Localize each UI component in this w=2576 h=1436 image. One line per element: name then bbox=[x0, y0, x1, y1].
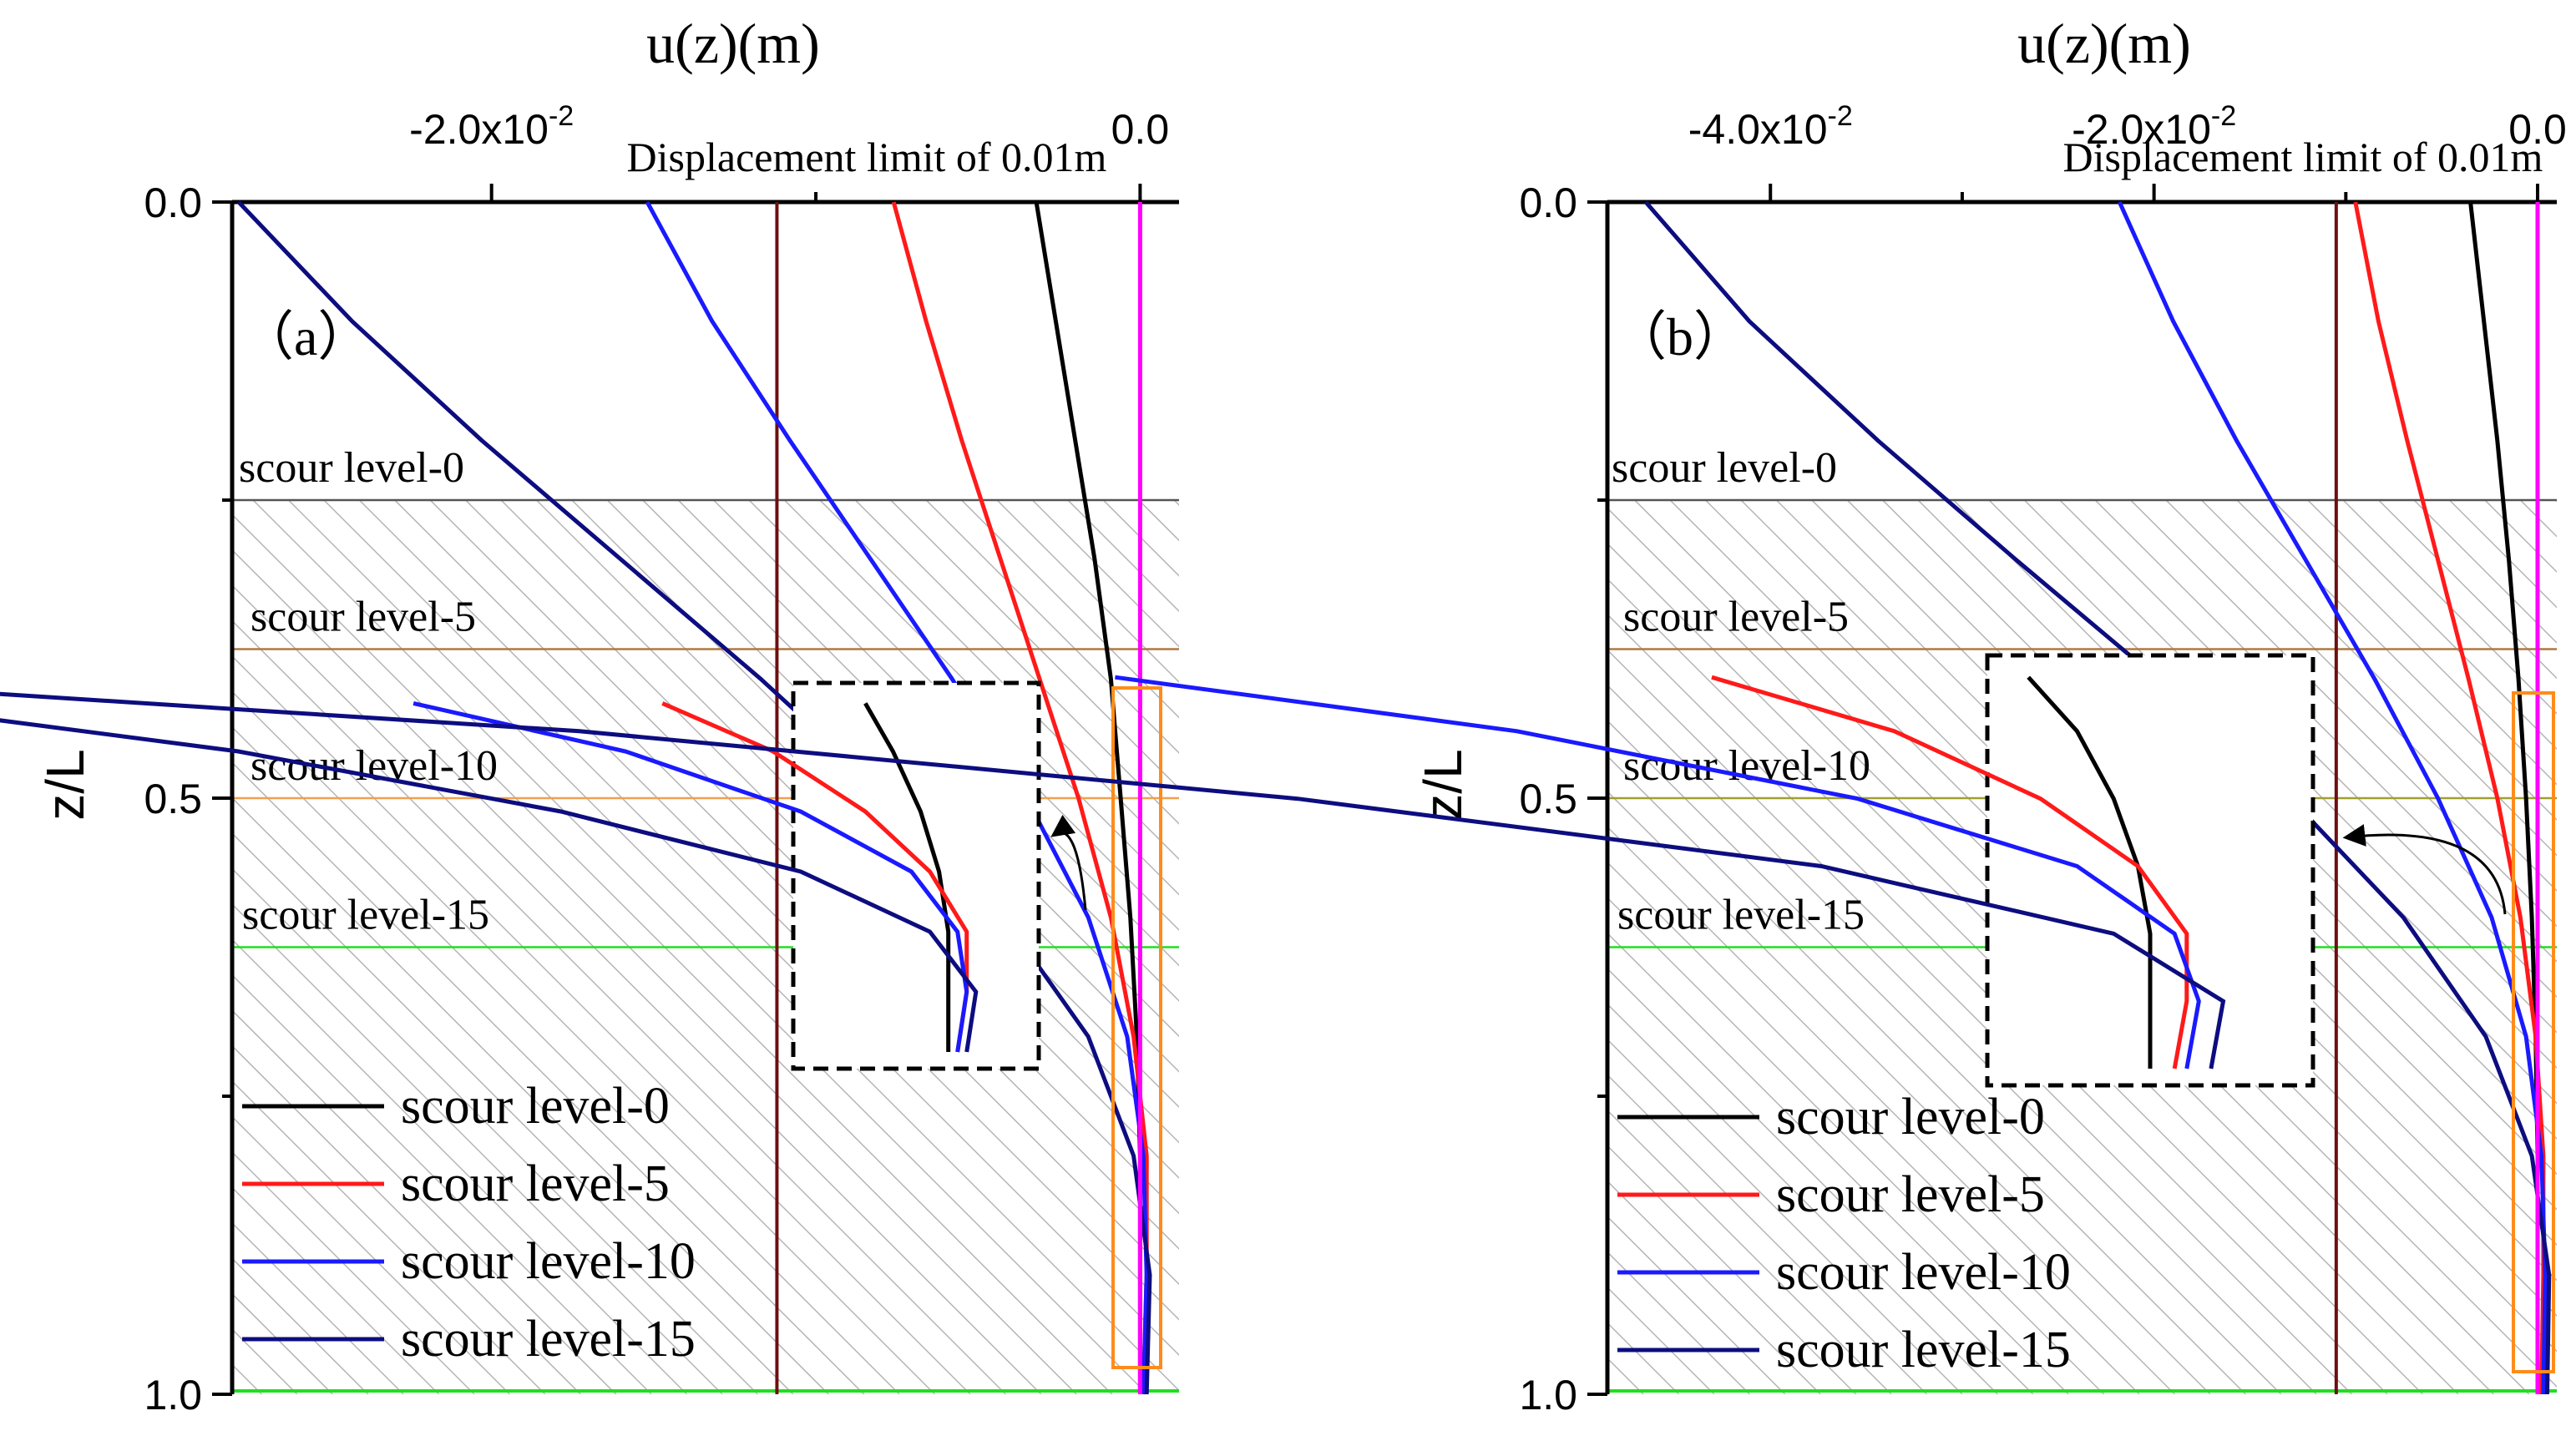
y-tick-label: 1.0 bbox=[144, 1372, 202, 1418]
x-tick-base: -4.0x10 bbox=[1688, 106, 1828, 153]
x-tick-label: -2.0x10-2 bbox=[409, 100, 574, 153]
x-tick-base: -2.0x10 bbox=[2072, 106, 2211, 153]
scour-level-label: scour level-10 bbox=[1623, 742, 1870, 790]
x-tick-base: 0.0 bbox=[1111, 106, 1170, 153]
scour-level-label: scour level-15 bbox=[242, 892, 489, 939]
x-tick-exponent: -2 bbox=[2211, 100, 2236, 132]
y-tick-label: 0.0 bbox=[144, 180, 202, 226]
x-tick-label: -4.0x10-2 bbox=[1688, 100, 1853, 153]
panel-label: （b） bbox=[1613, 307, 1747, 367]
scour-level-label: scour level-10 bbox=[251, 742, 498, 790]
x-axis-title: u(z)(m) bbox=[2017, 12, 2191, 75]
legend-label: scour level-0 bbox=[1776, 1089, 2045, 1145]
legend-label: scour level-5 bbox=[401, 1155, 670, 1212]
zoom-series-line-3 bbox=[0, 718, 979, 1053]
x-tick-base: 0.0 bbox=[2508, 106, 2567, 153]
legend-label: scour level-5 bbox=[1776, 1166, 2045, 1223]
x-axis-title: u(z)(m) bbox=[646, 12, 820, 75]
x-tick-label: 0.0 bbox=[1111, 106, 1170, 153]
displacement-limit-label: Displacement limit of 0.01m bbox=[2063, 134, 2543, 180]
scour-level-label: scour level-0 bbox=[239, 444, 464, 492]
chart-panel-b: scour level-0 scour level-5 scour level-10… bbox=[0, 12, 2567, 1418]
y-tick-label: 0.5 bbox=[1519, 776, 1577, 822]
zoom-series-line-2 bbox=[412, 700, 969, 1053]
series-line-1 bbox=[891, 201, 1149, 1395]
scour-level-label: scour level-5 bbox=[1623, 594, 1849, 641]
legend-label: scour level-10 bbox=[1776, 1244, 2071, 1301]
y-axis-title: z/L bbox=[35, 749, 95, 820]
zoom-arrow bbox=[2342, 824, 2507, 915]
x-tick-label: 0.0 bbox=[2508, 106, 2567, 153]
y-tick-label: 0.0 bbox=[1519, 180, 1577, 226]
x-tick-label: -2.0x10-2 bbox=[2072, 100, 2236, 153]
highlight-box bbox=[1111, 686, 1162, 1369]
y-tick-label: 1.0 bbox=[1519, 1372, 1577, 1418]
scour-level-label: scour level-15 bbox=[1617, 892, 1865, 939]
x-tick-exponent: -2 bbox=[549, 100, 574, 132]
legend-label: scour level-15 bbox=[401, 1311, 696, 1368]
chart-panel-a: scour level-0 scour level-5 scour level-10… bbox=[0, 12, 1179, 1418]
zoom-series-line-3 bbox=[0, 691, 2226, 1069]
zoom-arrow bbox=[1050, 814, 1087, 911]
series-line-2 bbox=[2118, 200, 2548, 1395]
x-tick-base: -2.0x10 bbox=[409, 106, 549, 153]
legend-label: scour level-10 bbox=[401, 1233, 696, 1290]
y-axis-title: z/L bbox=[1413, 749, 1473, 820]
zoom-series-line-1 bbox=[1711, 675, 2189, 1069]
zoom-series-line-0 bbox=[863, 702, 951, 1052]
x-tick-exponent: -2 bbox=[1828, 100, 1853, 132]
panel-label: （a） bbox=[240, 307, 371, 367]
zoom-series-line-2 bbox=[1115, 675, 2201, 1069]
scour-level-label: scour level-5 bbox=[251, 594, 476, 641]
displacement-limit-label: Displacement limit of 0.01m bbox=[627, 134, 1107, 180]
scour-level-label: scour level-0 bbox=[1612, 444, 1837, 492]
legend-label: scour level-0 bbox=[401, 1078, 670, 1135]
highlight-box bbox=[2512, 691, 2555, 1373]
legend-label: scour level-15 bbox=[1776, 1322, 2071, 1378]
y-tick-label: 0.5 bbox=[144, 776, 202, 822]
